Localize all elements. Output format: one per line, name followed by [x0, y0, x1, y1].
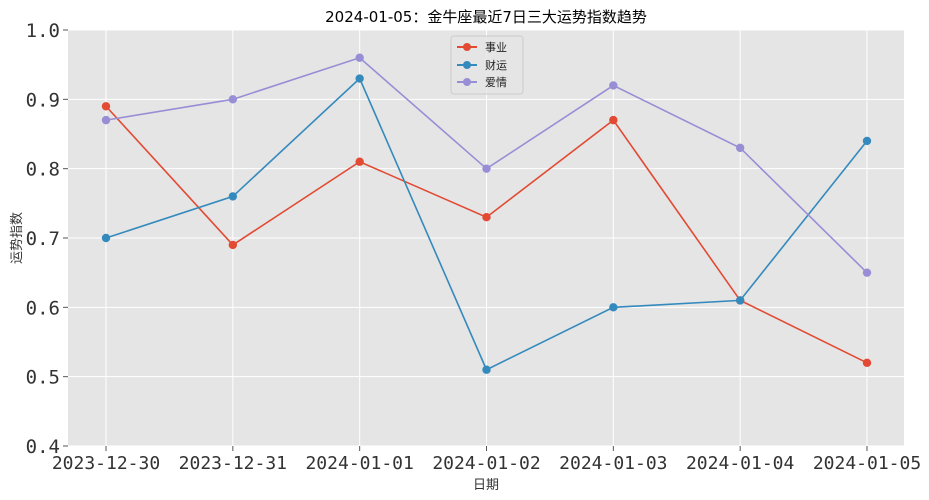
data-point: [355, 53, 364, 62]
data-point: [355, 157, 364, 166]
x-tick-label: 2024-01-04: [686, 453, 794, 474]
data-point: [609, 81, 618, 90]
data-point: [862, 268, 872, 277]
legend-label: 财运: [485, 58, 507, 72]
x-axis-label: 日期: [473, 478, 499, 493]
data-point: [862, 358, 872, 367]
legend-label: 爱情: [485, 76, 507, 89]
data-point: [609, 115, 618, 125]
data-point: [228, 95, 238, 104]
legend-item: 事业: [457, 41, 507, 54]
data-point: [735, 296, 745, 305]
legend-item: 财运: [457, 58, 507, 72]
legend: 事业 财运 爱情: [450, 35, 524, 95]
data-point: [228, 240, 238, 250]
y-axis-label: 运势指数: [9, 212, 25, 264]
series-2: [101, 74, 872, 374]
x-tick-label: 2024-01-01: [305, 453, 413, 474]
y-tick-label: 0.5: [26, 367, 60, 389]
y-tick-label: 0.7: [26, 228, 60, 250]
data-point: [482, 365, 491, 374]
data-point: [609, 303, 618, 312]
data-point: [101, 115, 111, 125]
legend-marker: [463, 61, 471, 69]
series-layer: [101, 53, 872, 374]
x-tick-label: 2024-01-05: [813, 453, 921, 474]
x-tick-label: 2024-01-02: [432, 453, 540, 474]
data-point: [482, 213, 491, 222]
series-3: [101, 53, 872, 277]
data-point: [355, 74, 364, 83]
legend-label: 事业: [485, 41, 507, 54]
x-tick-label: 2023-12-31: [179, 453, 287, 474]
x-tick-label: 2024-01-03: [559, 453, 667, 474]
data-point: [101, 233, 111, 243]
data-point: [482, 164, 491, 173]
legend-item: 爱情: [457, 76, 507, 89]
legend-marker: [463, 43, 471, 51]
data-point: [101, 102, 111, 111]
chart-title: 2024-01-05：金牛座最近7日三大运势指数趋势: [325, 8, 647, 26]
data-point: [228, 192, 238, 201]
y-tick-label: 1.0: [26, 20, 60, 42]
axis-ticks: 0.4 0.5 0.6 0.7 0.8 0.9 1.0 2023-12-30 2023-12-3…: [26, 20, 922, 474]
y-tick-label: 0.4: [26, 436, 60, 458]
y-tick-label: 0.6: [26, 297, 60, 319]
data-point: [862, 136, 872, 146]
legend-marker: [463, 78, 471, 86]
y-tick-label: 0.8: [26, 159, 60, 181]
data-point: [735, 143, 745, 153]
y-tick-label: 0.9: [26, 89, 60, 111]
x-tick-label: 2023-12-30: [52, 453, 160, 474]
